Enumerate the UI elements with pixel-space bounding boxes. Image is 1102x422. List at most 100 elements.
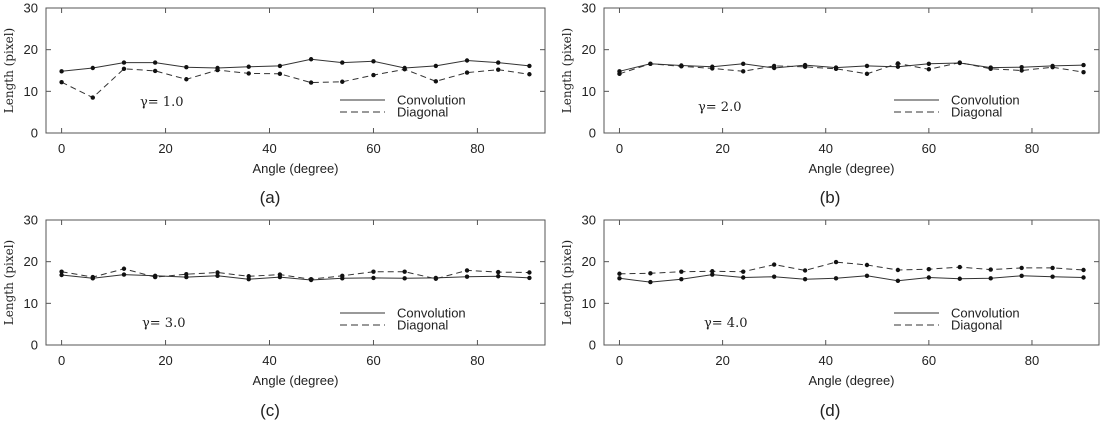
data-point-convolution: [184, 64, 189, 70]
y-axis-label: Length (pixel): [560, 240, 574, 325]
data-point-convolution: [988, 276, 993, 281]
chart-panel-c: 0 10 20 30 0 20 40 60 80 Angle (degree) Length (pi…: [2, 213, 546, 420]
data-point-diagonal: [833, 66, 839, 72]
data-point-convolution: [1081, 275, 1086, 280]
data-point-diagonal: [617, 271, 622, 276]
data-point-diagonal: [246, 71, 251, 76]
data-point-convolution: [957, 276, 962, 281]
data-point-diagonal: [277, 272, 283, 277]
data-point-diagonal: [895, 267, 901, 273]
data-point-diagonal: [152, 274, 158, 280]
data-point-convolution: [496, 274, 501, 279]
data-point-diagonal: [1050, 265, 1055, 271]
data-point-diagonal: [184, 77, 189, 82]
data-point-convolution: [1019, 273, 1024, 279]
data-point-convolution: [215, 273, 220, 279]
y-tick-label: 30: [582, 213, 596, 228]
data-point-diagonal: [371, 72, 376, 78]
data-point-diagonal: [340, 79, 345, 84]
data-point-diagonal: [802, 64, 808, 69]
x-tick-label: 20: [158, 353, 172, 368]
data-point-convolution: [926, 275, 932, 280]
data-point-convolution: [648, 279, 653, 285]
data-point-convolution: [464, 58, 470, 63]
data-point-convolution: [895, 64, 901, 69]
y-tick-label: 10: [24, 296, 38, 311]
data-point-diagonal: [617, 71, 622, 77]
data-point-convolution: [371, 59, 376, 64]
data-point-diagonal: [496, 67, 501, 72]
x-axis-label: Angle (degree): [253, 373, 339, 388]
data-point-convolution: [59, 272, 64, 278]
data-point-diagonal: [496, 269, 501, 275]
data-point-diagonal: [433, 276, 439, 281]
data-point-diagonal: [648, 61, 653, 67]
data-point-diagonal: [215, 67, 220, 73]
data-point-convolution: [926, 61, 932, 67]
series-line-convolution: [61, 274, 530, 281]
x-tick-label: 20: [715, 353, 729, 368]
series-line-diagonal: [619, 62, 1084, 75]
data-point-convolution: [402, 276, 407, 281]
y-tick-label: 20: [24, 42, 38, 57]
data-point-diagonal: [277, 71, 283, 77]
data-point-diagonal: [1019, 68, 1024, 73]
data-point-convolution: [371, 275, 376, 281]
x-tick-label: 80: [1025, 141, 1039, 156]
panel-caption: (a): [260, 188, 281, 207]
data-point-diagonal: [1050, 64, 1055, 70]
plot-frame: [45, 219, 546, 346]
data-point-diagonal: [1081, 69, 1086, 75]
y-axis-label: Length (pixel): [2, 240, 16, 325]
data-point-diagonal: [741, 269, 746, 274]
data-point-diagonal: [121, 266, 127, 271]
legend-label-diagonal: Diagonal: [951, 318, 1002, 333]
data-point-diagonal: [90, 274, 95, 280]
data-point-diagonal: [340, 273, 345, 279]
legend-label-diagonal: Diagonal: [397, 105, 448, 120]
data-point-diagonal: [926, 67, 932, 72]
data-point-convolution: [277, 63, 283, 69]
plot-frame: [45, 7, 546, 134]
panel-caption: (b): [820, 188, 841, 207]
data-point-diagonal: [679, 269, 684, 274]
y-tick-label: 20: [582, 254, 596, 269]
data-point-diagonal: [121, 66, 127, 72]
x-axis-label: Angle (degree): [809, 373, 895, 388]
data-point-convolution: [833, 276, 839, 281]
data-point-convolution: [121, 272, 127, 277]
x-tick-label: 40: [818, 141, 832, 156]
data-point-convolution: [1019, 64, 1024, 70]
data-point-diagonal: [988, 267, 993, 272]
data-point-convolution: [90, 65, 95, 71]
data-point-diagonal: [988, 66, 993, 72]
panel-caption: (d): [820, 401, 841, 420]
x-tick-label: 0: [616, 353, 623, 368]
data-point-convolution: [527, 63, 532, 69]
x-tick-label: 0: [616, 141, 623, 156]
data-point-convolution: [246, 64, 251, 69]
data-point-convolution: [895, 278, 901, 284]
y-tick-label: 20: [24, 254, 38, 269]
x-tick-label: 0: [58, 353, 65, 368]
y-tick-label: 0: [31, 126, 38, 141]
x-tick-label: 40: [262, 141, 276, 156]
legend-label-convolution: Convolution: [397, 93, 466, 108]
data-point-convolution: [340, 60, 345, 65]
x-axis-label: Angle (degree): [809, 161, 895, 176]
data-point-diagonal: [527, 72, 532, 77]
x-tick-label: 40: [262, 353, 276, 368]
data-point-convolution: [1081, 62, 1086, 68]
y-tick-label: 20: [582, 42, 596, 57]
data-point-convolution: [496, 60, 501, 65]
legend-label-convolution: Convolution: [397, 306, 466, 321]
chart-panel-b: 0 10 20 30 0 20 40 60 80 Angle (degree) Length (pi…: [560, 1, 1100, 207]
data-point-convolution: [710, 272, 715, 277]
data-point-diagonal: [464, 268, 470, 273]
data-point-diagonal: [402, 67, 407, 72]
series-line-diagonal: [61, 68, 530, 99]
data-point-diagonal: [215, 270, 220, 275]
x-tick-label: 80: [470, 141, 484, 156]
series-line-diagonal: [61, 268, 530, 280]
